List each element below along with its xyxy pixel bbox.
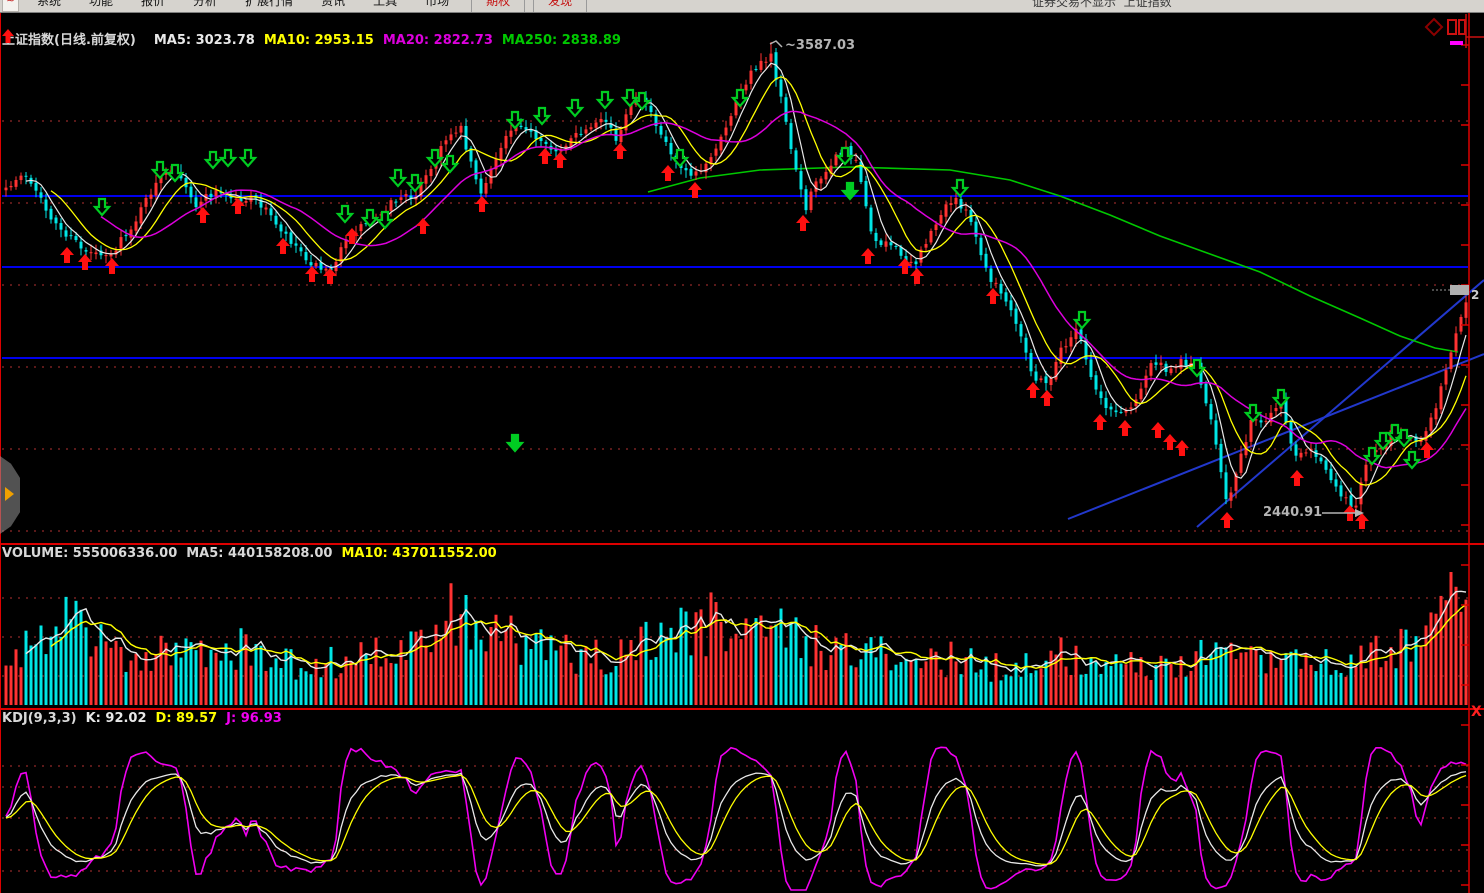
kdj-title: KDJ(9,3,3) bbox=[2, 711, 77, 726]
menu-item-6[interactable]: 工具 bbox=[373, 0, 398, 8]
window-control-icons[interactable] bbox=[1424, 14, 1484, 48]
chart-title: 上证指数(日线.前复权) bbox=[2, 33, 136, 48]
menu-item-2[interactable]: 报价 bbox=[141, 0, 166, 8]
ma10-line bbox=[50, 76, 1467, 486]
ma5-label: MA5: 3023.78 bbox=[153, 33, 255, 48]
menu-item-4[interactable]: 扩展行情 bbox=[245, 0, 294, 8]
candles-layer bbox=[4, 42, 1468, 517]
menu-item-9[interactable]: 发现 bbox=[533, 0, 588, 12]
ma20-line bbox=[100, 110, 1467, 469]
signal-arrows bbox=[60, 88, 1434, 529]
menu-item-7[interactable]: 市场 bbox=[425, 0, 450, 8]
magenta-dash bbox=[1450, 41, 1463, 45]
kdj-title-row: KDJ(9,3,3) K: 92.02 D: 89.57 J: 96.93 bbox=[2, 711, 291, 726]
split-window-icon bbox=[1447, 19, 1457, 35]
panel-frame bbox=[0, 13, 1484, 893]
peak-price-label: ~3587.03 bbox=[785, 38, 856, 53]
clipped-price-tag: 2 bbox=[1471, 288, 1480, 302]
ma5-line bbox=[25, 62, 1467, 500]
volume-value: VOLUME: 555006336.00 bbox=[2, 546, 178, 561]
close-indicator-button[interactable]: X bbox=[1471, 704, 1482, 720]
diamond-icon bbox=[1424, 17, 1444, 37]
menu-item-5[interactable]: 资讯 bbox=[321, 0, 346, 8]
split-window-icon-2 bbox=[1458, 19, 1466, 35]
kdj-j: J: 96.93 bbox=[226, 711, 282, 726]
ma20-label: MA20: 2822.73 bbox=[382, 33, 493, 48]
kdj-d-line bbox=[5, 774, 1467, 866]
expand-right-icon bbox=[5, 487, 14, 501]
menubar-right-text: 证券交易不显示 上证指数 bbox=[1032, 0, 1172, 9]
volume-ma10: MA10: 437011552.00 bbox=[341, 546, 497, 561]
low-price-label: 2440.91 bbox=[1263, 505, 1323, 520]
kdj-k-line bbox=[5, 771, 1467, 867]
app-icon[interactable]: ≋ bbox=[2, 0, 19, 12]
main-chart-title-row: 上证指数(日线.前复权) MA5: 3023.78 MA10: 2953.15 MA2… bbox=[2, 29, 630, 48]
menu-item-3[interactable]: 分析 bbox=[193, 0, 218, 8]
menu-item-1[interactable]: 功能 bbox=[89, 0, 114, 8]
ma10-label: MA10: 2953.15 bbox=[263, 33, 374, 48]
kdj-d: D: 89.57 bbox=[155, 711, 218, 726]
ma250-label: MA250: 2838.89 bbox=[501, 33, 621, 48]
annotations bbox=[769, 40, 1469, 517]
volume-bars bbox=[4, 572, 1468, 705]
volume-title-row: VOLUME: 555006336.00 MA5: 440158208.00 MA1… bbox=[2, 546, 506, 561]
gridlines bbox=[2, 120, 1468, 872]
kdj-k: K: 92.02 bbox=[85, 711, 147, 726]
left-flyout-handle[interactable] bbox=[0, 456, 20, 534]
volume-ma5: MA5: 440158208.00 bbox=[186, 546, 333, 561]
kdj-j-line bbox=[5, 746, 1467, 891]
ma250-line bbox=[647, 166, 1459, 353]
support-lines bbox=[2, 195, 1484, 528]
menu-item-0[interactable]: 系统 bbox=[37, 0, 62, 8]
volume-ma10-line bbox=[50, 603, 1467, 670]
menu-item-8[interactable]: 期权 bbox=[471, 0, 526, 12]
